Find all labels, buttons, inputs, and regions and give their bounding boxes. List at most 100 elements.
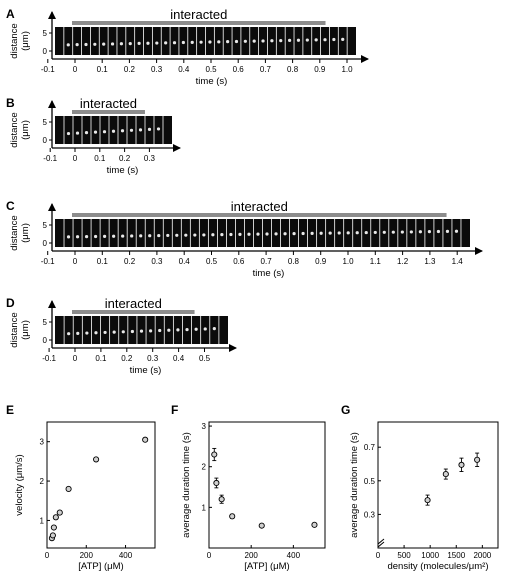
x-tick-label: 0.3 (144, 154, 156, 163)
interacted-label: interacted (105, 296, 162, 311)
y-tick-label: 0.7 (364, 443, 376, 452)
molecule-spot (184, 233, 188, 237)
data-point (424, 497, 431, 504)
x-tick-label: 0.3 (151, 257, 163, 266)
molecule-spot (238, 232, 242, 236)
y-axis-label: distance (9, 23, 20, 58)
molecule-spot (156, 127, 161, 131)
x-tick-label: 200 (245, 551, 259, 560)
y-tick-label: 5 (43, 318, 48, 327)
molecule-spot (288, 38, 292, 43)
molecule-spot (111, 129, 116, 133)
molecule-spot (400, 230, 404, 234)
x-tick-label: -0.1 (41, 65, 55, 74)
molecule-spot (296, 38, 301, 42)
y-axis-unit: (μm) (20, 31, 31, 51)
molecule-spot (346, 231, 350, 235)
molecule-spot (121, 234, 125, 238)
molecule-spot (112, 330, 116, 334)
y-axis-label: distance (9, 112, 20, 147)
molecule-spot (445, 229, 450, 233)
x-tick-label: 200 (80, 551, 94, 560)
molecule-spot (220, 233, 224, 237)
molecule-spot (112, 234, 116, 238)
molecule-spot (427, 230, 432, 234)
molecule-spot (85, 331, 89, 335)
molecule-spot (130, 329, 134, 334)
y-tick-label: 0.5 (364, 477, 376, 486)
x-tick-label: 1000 (421, 551, 439, 560)
molecule-spot (67, 332, 71, 336)
y-tick-label: 0 (43, 136, 48, 145)
molecule-spot (202, 233, 206, 237)
molecule-spot (158, 328, 162, 333)
panel-label: F (171, 403, 178, 417)
molecule-spot (129, 128, 134, 132)
molecule-spot (364, 230, 368, 235)
data-point (49, 532, 56, 539)
molecule-spot (211, 233, 215, 237)
data-point (56, 509, 63, 516)
x-tick-label: 0.4 (173, 354, 185, 363)
x-tick-label: 0.6 (233, 257, 245, 266)
molecule-spot (323, 38, 327, 42)
molecule-spot (103, 234, 107, 238)
molecule-spot (138, 128, 143, 132)
molecule-spot (102, 130, 107, 134)
molecule-spot (76, 331, 80, 335)
data-point (458, 461, 465, 468)
x-axis-label: [ATP] (μM) (78, 561, 123, 571)
x-axis-label: time (s) (107, 165, 139, 176)
molecule-spot (301, 231, 305, 236)
interacted-bar (72, 110, 145, 114)
x-tick-label: -0.1 (41, 257, 55, 266)
molecule-spot (102, 42, 106, 46)
molecule-spot (84, 42, 88, 47)
x-tick-label: 0.2 (124, 65, 136, 74)
y-axis-unit: (μm) (20, 120, 31, 140)
molecule-spot (103, 330, 107, 335)
molecule-spot (193, 233, 197, 237)
y-tick-label: 0.3 (364, 510, 376, 519)
y-axis-unit: (μm) (20, 223, 31, 243)
molecule-spot (454, 229, 459, 233)
y-tick-label: 5 (43, 118, 48, 127)
data-point (50, 524, 57, 531)
x-tick-label: 0.7 (260, 65, 272, 74)
y-axis-label: distance (9, 312, 20, 347)
plot-frame (377, 421, 499, 549)
molecule-spot (190, 40, 194, 44)
molecule-spot (274, 232, 278, 236)
molecule-spot (382, 230, 386, 234)
molecule-spot (75, 131, 80, 135)
interacted-bar (72, 21, 326, 25)
panel-label: A (6, 7, 15, 21)
molecule-spot (391, 230, 395, 234)
x-tick-label: 0 (45, 551, 50, 560)
molecule-spot (270, 39, 274, 43)
molecule-spot (355, 231, 359, 235)
x-tick-label: 0.8 (288, 257, 300, 266)
y-tick-label: 0 (43, 239, 48, 248)
molecule-spot (328, 231, 332, 235)
molecule-spot (314, 38, 318, 42)
x-tick-label: 0.2 (119, 154, 131, 163)
data-point (211, 451, 218, 458)
interacted-label: interacted (170, 7, 227, 22)
molecule-spot (212, 327, 216, 331)
molecule-spot (292, 232, 296, 236)
molecule-spot (66, 235, 71, 239)
interacted-bar (72, 213, 447, 217)
y-tick-label: 1 (40, 516, 45, 525)
x-tick-label: 0.1 (97, 257, 109, 266)
data-point (258, 522, 265, 529)
molecule-spot (167, 328, 171, 332)
molecule-spot (176, 328, 180, 332)
x-tick-label: 0.5 (199, 354, 211, 363)
molecule-spot (319, 231, 323, 235)
molecule-spot (418, 230, 422, 234)
plot-frame (208, 421, 326, 549)
molecule-spot (243, 39, 247, 43)
